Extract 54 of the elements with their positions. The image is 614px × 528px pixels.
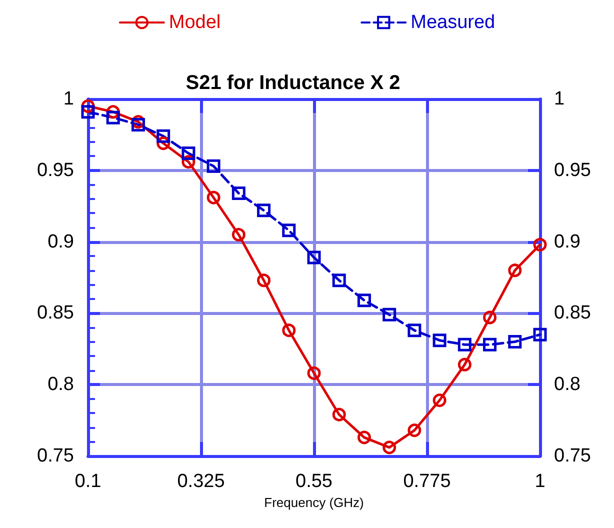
point [232, 228, 246, 242]
point [206, 190, 220, 204]
x-tick-label: 0.325 [177, 471, 225, 492]
y2-tick-label: 0.75 [554, 446, 591, 466]
point [206, 159, 220, 173]
point [156, 129, 170, 143]
point [508, 335, 522, 349]
point [458, 358, 472, 372]
y-tick-label: 0.75 [37, 446, 74, 466]
point [533, 328, 547, 342]
point [432, 334, 446, 348]
point [106, 110, 120, 124]
y2-tick-label: 0.8 [554, 374, 580, 396]
chart-title: S21 for Inductance X 2 [186, 72, 400, 94]
x-axis-title: Frequency (GHz) [264, 494, 364, 510]
point [282, 224, 296, 238]
x-tick-label: 1 [534, 471, 546, 492]
point [483, 310, 497, 324]
y-tick-label: 0.85 [37, 302, 74, 324]
y2-tick-label: 0.85 [554, 302, 591, 324]
point [282, 324, 296, 338]
point [232, 186, 246, 200]
point [432, 394, 446, 408]
y2-tick-label: 0.95 [554, 160, 591, 181]
point [257, 204, 271, 218]
y2-tick-label: 1 [554, 88, 565, 110]
point [483, 338, 497, 352]
point [81, 105, 95, 119]
point [307, 366, 321, 380]
y2-tick-label: 0.9 [554, 231, 580, 252]
point [508, 264, 522, 278]
point [257, 274, 271, 288]
point [357, 430, 371, 444]
point [382, 308, 396, 322]
x-tick-label: 0.55 [296, 471, 332, 492]
point [382, 440, 396, 454]
y-tick-label: 0.8 [48, 374, 74, 396]
point [408, 424, 422, 438]
y-tick-label: 1 [63, 88, 74, 110]
point [307, 250, 321, 264]
y-tick-label: 0.9 [48, 231, 74, 252]
point [332, 408, 346, 422]
point [458, 338, 472, 352]
x-tick-label: 0.775 [403, 471, 451, 492]
point [182, 146, 196, 160]
point [332, 274, 346, 288]
point [533, 238, 547, 252]
x-tick-label: 0.1 [74, 471, 102, 492]
legend-label: Model [168, 12, 221, 33]
y-tick-label: 0.95 [37, 160, 74, 181]
legend-label: Measured [410, 12, 496, 33]
point [131, 118, 145, 132]
point [357, 294, 371, 308]
point [408, 324, 422, 338]
